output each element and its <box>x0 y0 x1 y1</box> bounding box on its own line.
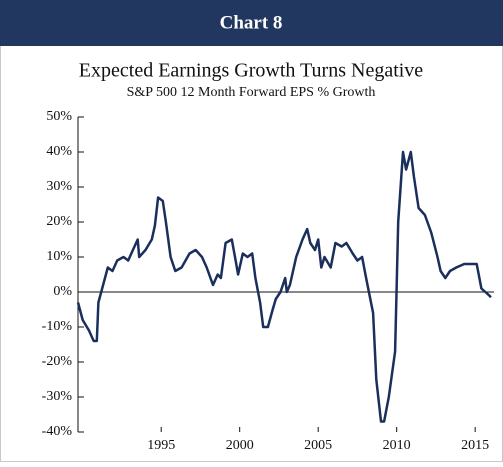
y-tick-label: -40% <box>42 424 73 439</box>
y-tick-label: 20% <box>46 214 72 229</box>
y-tick-label: 10% <box>46 249 72 264</box>
header: Chart 8 <box>220 12 283 33</box>
data-line <box>76 150 492 423</box>
chart-subtitle: S&P 500 12 Month Forward EPS % Growth <box>127 85 376 100</box>
x-tick-label: 2015 <box>461 438 489 453</box>
y-tick-label: 50% <box>46 109 72 124</box>
y-tick-label: -30% <box>42 389 73 404</box>
chart-title: Expected Earnings Growth Turns Negative <box>79 60 424 82</box>
x-tick-label: 2010 <box>383 438 411 453</box>
y-tick-label: -10% <box>42 319 73 334</box>
y-tick-label: 30% <box>46 179 72 194</box>
x-tick-label: 2005 <box>304 438 332 453</box>
x-tick-label: 1995 <box>147 438 175 453</box>
y-tick-label: 40% <box>46 144 72 159</box>
y-tick-label: -20% <box>42 354 73 369</box>
header-band <box>0 0 503 46</box>
y-tick-label: 0% <box>53 284 72 299</box>
x-tick-label: 2000 <box>226 438 254 453</box>
